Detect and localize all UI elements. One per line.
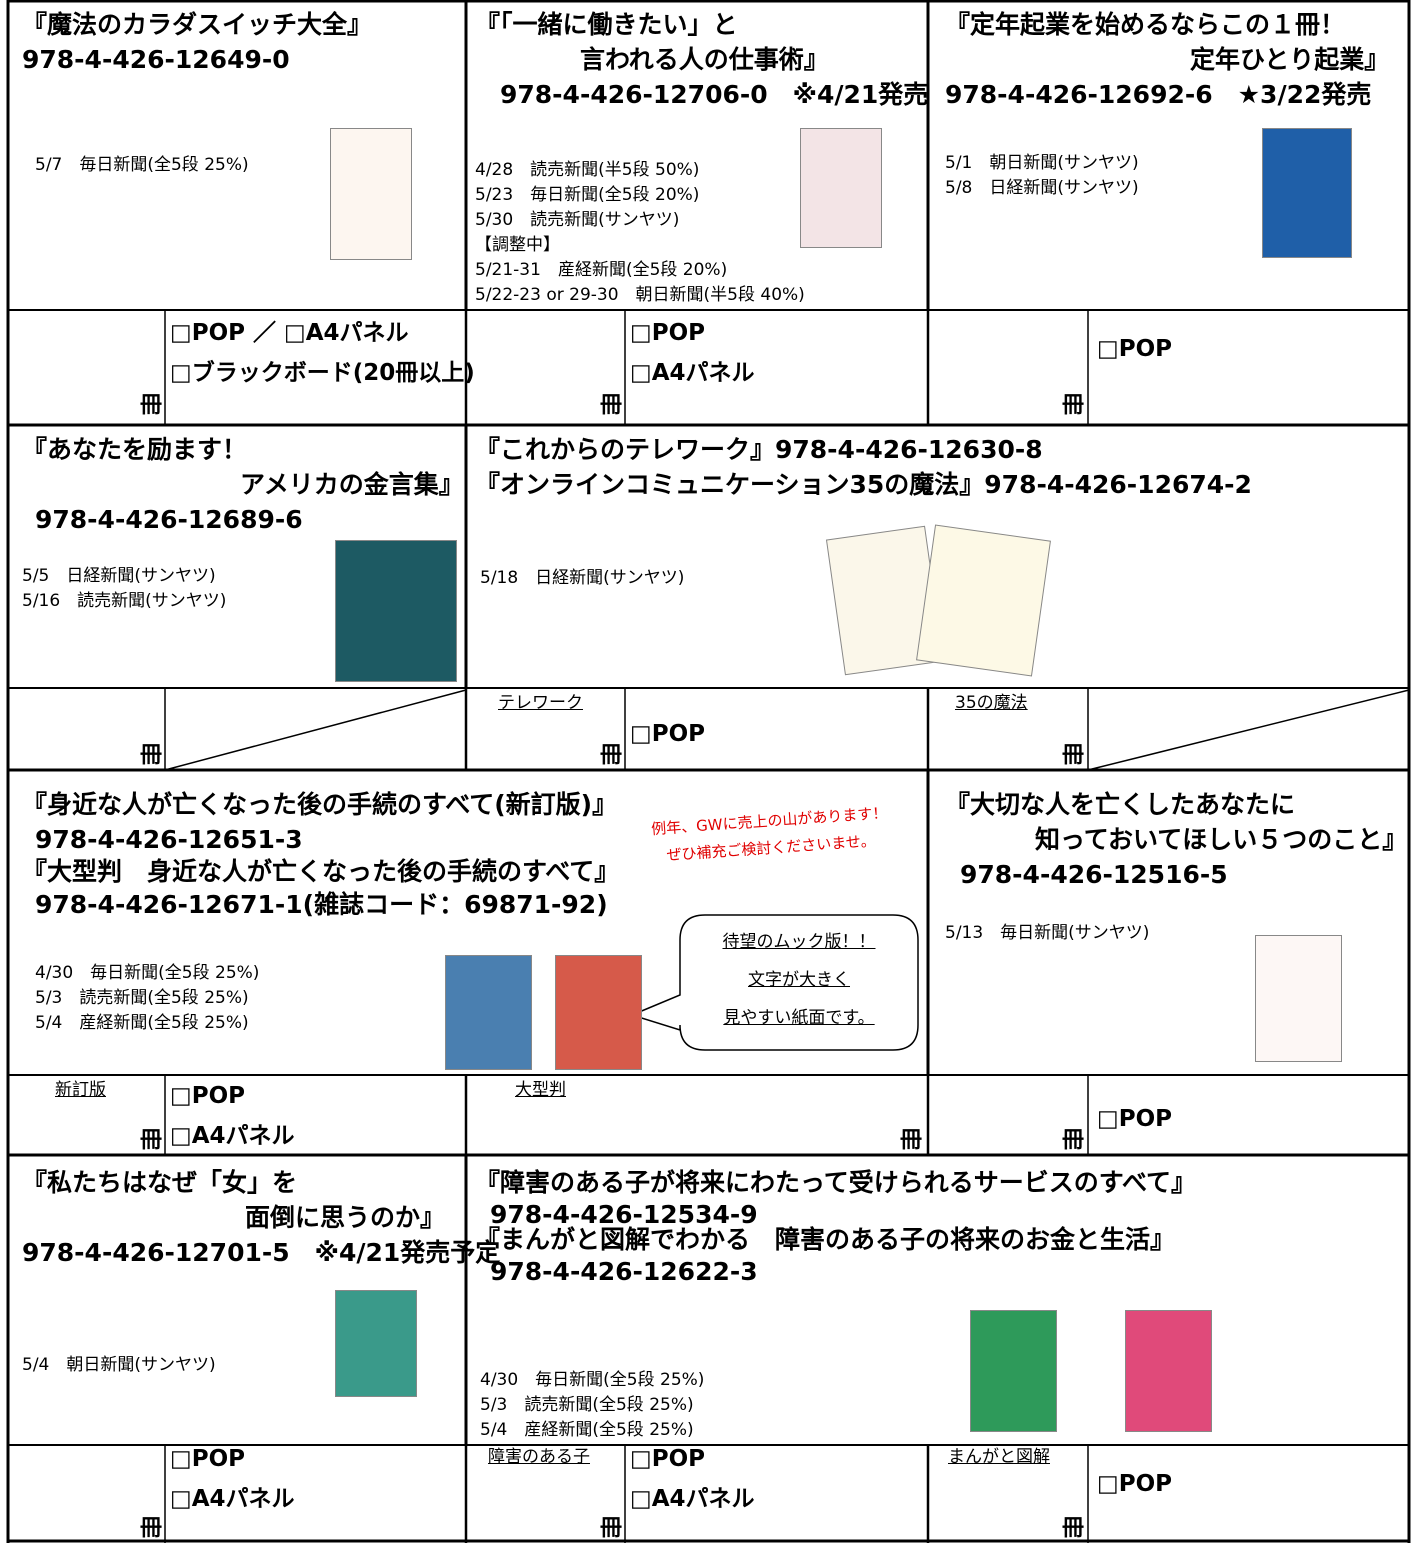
cell-label: テレワーク: [498, 693, 583, 713]
ad-schedule: 4/28 読売新聞(半5段 50%): [475, 160, 700, 180]
book-cover: [800, 128, 882, 248]
checkbox-option: □A4パネル: [170, 1123, 295, 1149]
book-title: 978-4-426-12622-3: [490, 1257, 758, 1286]
quantity-unit: 冊: [600, 1516, 623, 1541]
checkbox-option: □POP: [170, 1446, 245, 1472]
bubble-text: 文字が大きく: [748, 970, 850, 990]
ad-schedule: 5/23 毎日新聞(全5段 20%): [475, 185, 700, 205]
quantity-unit: 冊: [600, 743, 623, 768]
ad-schedule: 4/30 毎日新聞(全5段 25%): [35, 963, 260, 983]
quantity-unit: 冊: [900, 1128, 923, 1153]
ad-schedule: 5/22-23 or 29-30 朝日新聞(半5段 40%): [475, 285, 805, 305]
checkbox-option: □POP: [1097, 336, 1172, 362]
book-title: 978-4-426-12689-6: [35, 505, 303, 534]
book-title: 978-4-426-12651-3: [35, 825, 303, 854]
rule: [164, 689, 467, 771]
book-title: 定年ひとり起業』: [1190, 45, 1390, 74]
ad-schedule: 5/4 朝日新聞(サンヤツ): [22, 1355, 216, 1375]
book-cover: [1125, 1310, 1212, 1432]
book-cover: [330, 128, 412, 260]
ad-schedule: 5/30 読売新聞(サンヤツ): [475, 210, 680, 230]
bubble-text: 待望のムック版！！: [722, 932, 876, 952]
checkbox-option: □POP: [630, 320, 705, 346]
book-cover: [916, 524, 1051, 677]
book-title: 『大切な人を亡くしたあなたに: [945, 790, 1296, 819]
ad-schedule: 5/7 毎日新聞(全5段 25%): [35, 155, 249, 175]
quantity-unit: 冊: [140, 1128, 163, 1153]
book-cover: [335, 540, 457, 682]
checkbox-option: □POP: [170, 1083, 245, 1109]
book-title: 『身近な人が亡くなった後の手続のすべて(新訂版)』: [22, 790, 618, 819]
quantity-unit: 冊: [1062, 393, 1085, 418]
book-title: 978-4-426-12649-0: [22, 45, 290, 74]
quantity-unit: 冊: [1062, 1516, 1085, 1541]
quantity-unit: 冊: [140, 1516, 163, 1541]
book-cover: [445, 955, 532, 1070]
book-title: 『「一緒に働きたい」と: [475, 10, 738, 39]
book-title: 『これからのテレワーク』978-4-426-12630-8: [475, 435, 1043, 464]
checkbox-option: □A4パネル: [630, 1486, 755, 1512]
cell-label: 大型判: [515, 1080, 566, 1100]
book-cover: [1262, 128, 1352, 258]
quantity-unit: 冊: [140, 743, 163, 768]
ad-schedule: 5/5 日経新聞(サンヤツ): [22, 566, 216, 586]
ad-schedule: 5/4 産経新聞(全5段 25%): [480, 1420, 694, 1440]
book-title: 978-4-426-12671-1(雑誌コード：69871-92): [35, 890, 608, 919]
quantity-unit: 冊: [1062, 1128, 1085, 1153]
book-cover: [1255, 935, 1342, 1062]
ad-schedule: 【調整中】: [475, 235, 560, 255]
checkbox-option: □A4パネル: [170, 1486, 295, 1512]
book-title: 『魔法のカラダスイッチ大全』: [22, 10, 373, 39]
book-title: 978-4-426-12701-5 ※4/21発売予定: [22, 1238, 501, 1267]
checkbox-option: □ブラックボード(20冊以上): [170, 360, 475, 386]
ad-schedule: 5/4 産経新聞(全5段 25%): [35, 1013, 249, 1033]
book-title: 面倒に思うのか』: [245, 1203, 446, 1232]
book-title: 『障害のある子が将来にわたって受けられるサービスのすべて』: [475, 1168, 1197, 1197]
cell-label: 新訂版: [55, 1080, 106, 1100]
checkbox-option: □POP: [1097, 1471, 1172, 1497]
ad-schedule: 4/30 毎日新聞(全5段 25%): [480, 1370, 705, 1390]
cell-label: 障害のある子: [488, 1447, 590, 1467]
book-title: 978-4-426-12706-0 ※4/21発売: [500, 80, 929, 109]
book-title: 『私たちはなぜ「女」を: [22, 1168, 298, 1197]
book-title: 978-4-426-12516-5: [960, 860, 1228, 889]
book-title: 『オンラインコミュニケーション35の魔法』978-4-426-12674-2: [475, 470, 1252, 499]
ad-schedule: 5/18 日経新聞(サンヤツ): [480, 568, 685, 588]
ad-schedule: 5/13 毎日新聞(サンヤツ): [945, 923, 1150, 943]
cell-label: 35の魔法: [955, 693, 1028, 713]
book-cover: [555, 955, 642, 1070]
quantity-unit: 冊: [140, 393, 163, 418]
speech-bubble: [629, 914, 919, 1051]
book-title: 『定年起業を始めるならこの１冊！: [945, 10, 1346, 39]
book-title: 978-4-426-12692-6 ★3/22発売: [945, 80, 1372, 109]
book-title: 知っておいてほしい５つのこと』: [1035, 825, 1408, 854]
book-title: 978-4-426-12534-9: [490, 1200, 758, 1229]
ad-schedule: 5/3 読売新聞(全5段 25%): [480, 1395, 694, 1415]
book-cover: [970, 1310, 1057, 1432]
book-title: 言われる人の仕事術』: [580, 45, 829, 74]
cell-label: まんがと図解: [948, 1447, 1050, 1467]
ad-schedule: 5/21-31 産経新聞(全5段 20%): [475, 260, 728, 280]
rule: [1087, 689, 1410, 771]
ad-schedule: 5/8 日経新聞(サンヤツ): [945, 178, 1139, 198]
checkbox-option: □POP: [630, 1446, 705, 1472]
ad-schedule: 5/16 読売新聞(サンヤツ): [22, 591, 227, 611]
book-title: 『大型判 身近な人が亡くなった後の手続のすべて』: [22, 857, 620, 886]
book-title: 『あなたを励ます！: [22, 435, 248, 464]
quantity-unit: 冊: [600, 393, 623, 418]
checkbox-option: □POP: [630, 721, 705, 747]
ad-schedule: 5/3 読売新聞(全5段 25%): [35, 988, 249, 1008]
checkbox-option: □POP: [1097, 1106, 1172, 1132]
ad-schedule: 5/1 朝日新聞(サンヤツ): [945, 153, 1139, 173]
bubble-text: 見やすい紙面です。: [723, 1008, 875, 1028]
book-title: 『まんがと図解でわかる 障害のある子の将来のお金と生活』: [475, 1225, 1176, 1254]
quantity-unit: 冊: [1062, 743, 1085, 768]
checkbox-option: □POP ／ □A4パネル: [170, 320, 409, 346]
book-cover: [335, 1290, 417, 1397]
book-title: アメリカの金言集』: [240, 470, 464, 499]
checkbox-option: □A4パネル: [630, 360, 755, 386]
